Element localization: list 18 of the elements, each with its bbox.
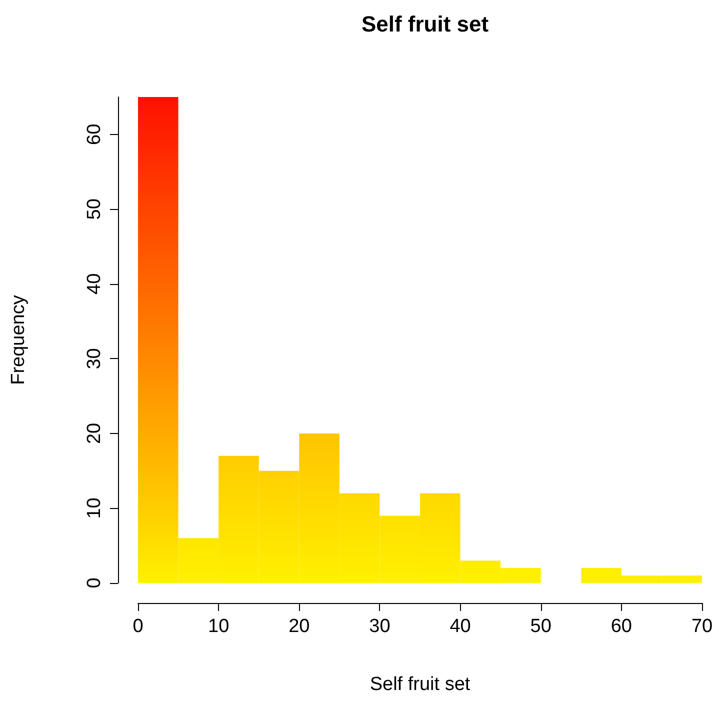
y-tick-label: 20 [84,422,105,444]
x-tick-label: 20 [288,616,310,637]
y-tick-label: 30 [84,348,105,370]
x-tick-label: 50 [530,616,552,637]
x-tick-label: 40 [450,616,471,637]
x-tick-label: 10 [208,616,230,637]
x-tick-label: 30 [369,616,390,637]
y-axis-title: Frequency [8,294,29,385]
y-tick-label: 0 [84,578,105,588]
y-tick-label: 40 [84,273,105,294]
x-tick-label: 70 [691,616,713,637]
y-tick-label: 10 [84,498,105,519]
x-tick-label: 60 [610,616,632,637]
x-axis-title: Self fruit set [370,674,471,695]
chart-title: Self fruit set [361,12,490,36]
y-tick-label: 60 [84,124,105,145]
x-tick-label: 0 [132,616,144,637]
y-tick-label: 50 [84,198,105,220]
